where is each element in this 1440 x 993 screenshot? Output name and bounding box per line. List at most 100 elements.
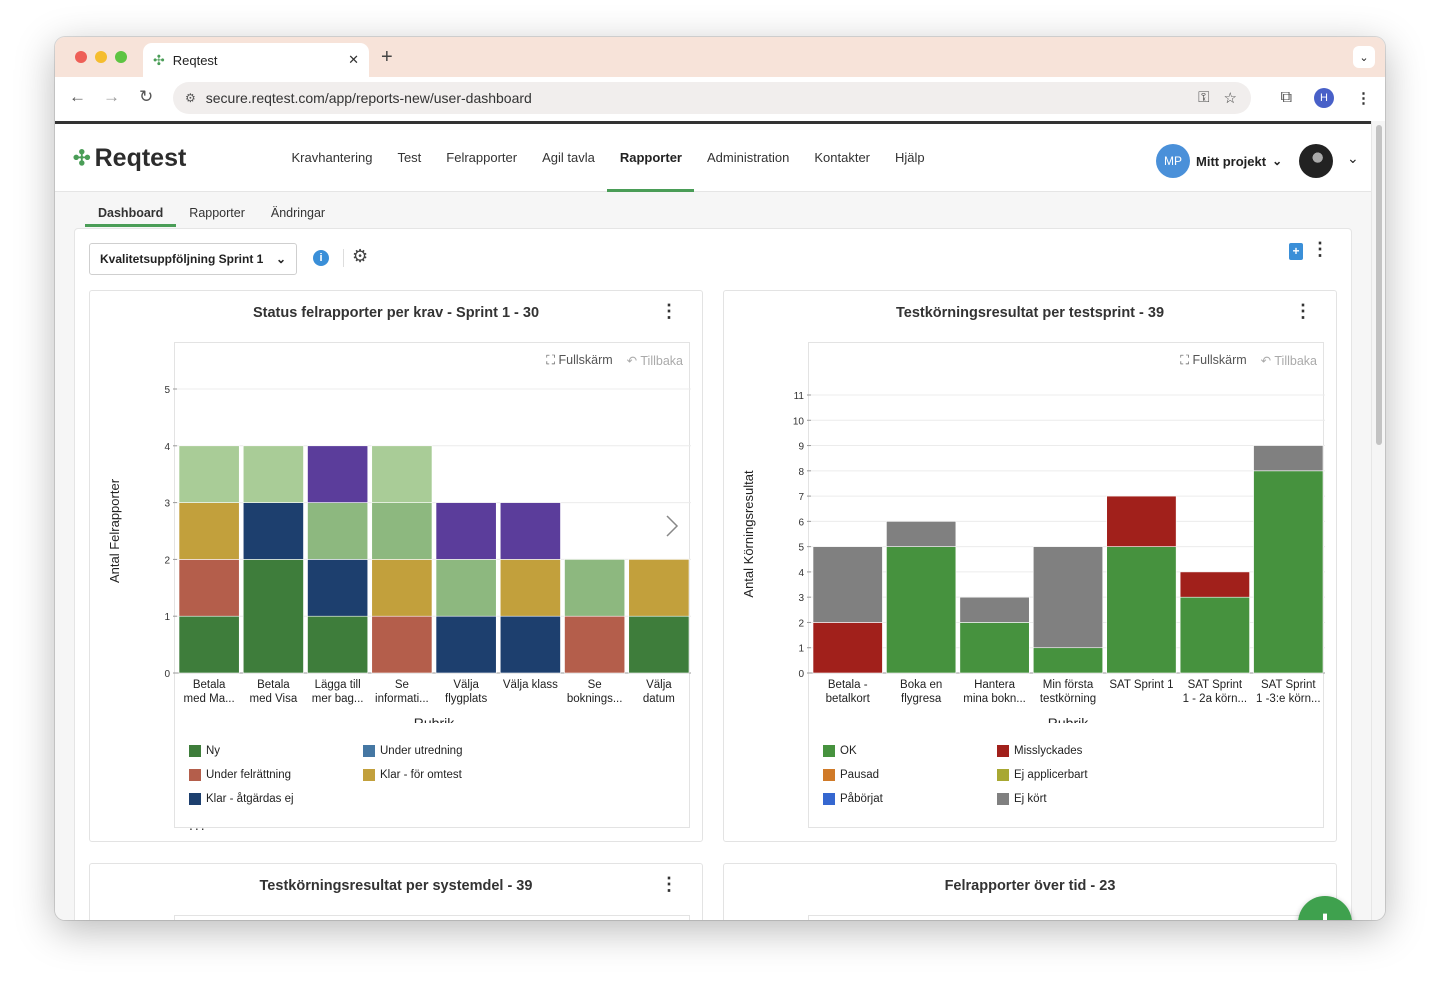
bar-segment[interactable] (959, 596, 1030, 623)
nav-kontakter[interactable]: Kontakter (814, 150, 871, 165)
gear-icon[interactable]: ⚙ (352, 246, 369, 266)
bar-segment[interactable] (242, 559, 304, 674)
nav-kravhantering[interactable]: Kravhantering (291, 150, 373, 165)
card-menu-icon[interactable]: ⋮ (660, 301, 678, 321)
back-button[interactable]: ↶ Tillbaka (626, 354, 683, 368)
bar-segment[interactable] (628, 615, 690, 674)
legend-item[interactable]: Pausad (823, 769, 997, 781)
browser-menu-icon[interactable]: ⋮ (1356, 90, 1371, 107)
back-arrow-icon[interactable]: ← (69, 87, 86, 106)
info-icon[interactable]: i (313, 250, 329, 266)
legend-item[interactable]: Under utredning (363, 745, 537, 757)
profile-avatar[interactable]: H (1314, 88, 1334, 108)
bar-segment[interactable] (1106, 546, 1177, 674)
bar-segment[interactable] (1032, 647, 1104, 674)
bar-segment[interactable] (371, 502, 433, 560)
bar-segment[interactable] (307, 615, 369, 674)
tab-andringar[interactable]: Ändringar (270, 206, 326, 220)
close-tab-icon[interactable]: ✕ (348, 52, 359, 67)
legend-item[interactable]: OK (823, 745, 997, 757)
tab-dashboard[interactable]: Dashboard (85, 196, 177, 227)
legend-more-icon[interactable]: ... (189, 817, 207, 833)
bar-segment[interactable] (812, 546, 883, 623)
bar-segment[interactable] (435, 559, 497, 617)
bar-segment[interactable] (178, 559, 240, 617)
scrollbar[interactable] (1371, 121, 1385, 920)
password-key-icon[interactable]: ⚿ (1198, 89, 1210, 106)
minimize-window-button[interactable] (95, 51, 107, 63)
bar-segment[interactable] (242, 445, 304, 503)
bar-segment[interactable] (178, 445, 240, 503)
legend-item[interactable]: Under felrättning (189, 769, 363, 781)
dashboard-select[interactable]: Kvalitetsuppföljning Sprint 1 ⌄ (89, 243, 297, 275)
bar-segment[interactable] (178, 615, 240, 674)
bar-segment[interactable] (307, 559, 369, 617)
bookmark-star-icon[interactable]: ☆ (1223, 90, 1237, 107)
forward-arrow-icon[interactable]: → (103, 87, 120, 106)
bar-segment[interactable] (1179, 596, 1250, 674)
nav-rapporter[interactable]: Rapporter (607, 124, 695, 192)
nav-agil-tavla[interactable]: Agil tavla (542, 150, 595, 165)
bar-segment[interactable] (812, 622, 883, 674)
y-tick-label: 3 (798, 593, 804, 604)
close-window-button[interactable] (75, 51, 87, 63)
nav-felrapporter[interactable]: Felrapporter (446, 150, 518, 165)
browser-tab[interactable]: ✣ Reqtest ✕ (143, 43, 369, 77)
address-bar[interactable]: ⚙ secure.reqtest.com/app/reports-new/use… (173, 82, 1251, 114)
maximize-window-button[interactable] (115, 51, 127, 63)
bar-segment[interactable] (959, 622, 1030, 674)
legend-item[interactable]: Misslyckades (997, 745, 1171, 757)
site-settings-icon[interactable]: ⚙ (185, 91, 196, 105)
extensions-icon[interactable]: ⧉ (1280, 89, 1292, 106)
legend-item[interactable]: Ej applicerbart (997, 769, 1171, 781)
bar-segment[interactable] (628, 559, 690, 617)
bar-segment[interactable] (435, 502, 497, 560)
bar-segment[interactable] (564, 615, 626, 674)
bar-segment[interactable] (435, 615, 497, 674)
legend-item[interactable]: Klar - för omtest (363, 769, 537, 781)
nav-administration[interactable]: Administration (706, 150, 790, 165)
card-menu-icon[interactable]: ⋮ (1294, 301, 1312, 321)
bar-segment[interactable] (1106, 495, 1177, 547)
bar-segment[interactable] (371, 615, 433, 674)
tab-rapporter[interactable]: Rapporter (189, 206, 245, 220)
back-button[interactable]: ↶ Tillbaka (1260, 354, 1317, 368)
nav-hjalp[interactable]: Hjälp (895, 150, 925, 165)
bar-segment[interactable] (499, 615, 561, 674)
bar-segment[interactable] (1253, 445, 1324, 472)
user-avatar[interactable] (1299, 144, 1333, 178)
bar-segment[interactable] (242, 502, 304, 560)
legend-item[interactable]: Påbörjat (823, 793, 997, 805)
bar-segment[interactable] (499, 502, 561, 560)
project-selector[interactable]: MP Mitt projekt ⌄ (1156, 144, 1282, 178)
bar-segment[interactable] (307, 445, 369, 503)
nav-test[interactable]: Test (397, 150, 422, 165)
bar-segment[interactable] (371, 445, 433, 503)
fullscreen-button[interactable]: ⛶ Fullskärm (546, 353, 613, 367)
dashboard-menu-icon[interactable]: ⋮ (1311, 239, 1329, 259)
legend-item[interactable]: Ny (189, 745, 363, 757)
tab-search-chevron-icon[interactable]: ⌄ (1353, 46, 1375, 68)
reload-icon[interactable]: ↻ (139, 87, 154, 106)
next-page-arrow-icon[interactable] (666, 515, 679, 537)
add-report-icon[interactable]: + (1289, 243, 1303, 260)
reqtest-logo[interactable]: ✣ Reqtest (73, 144, 186, 173)
new-tab-icon[interactable]: + (381, 46, 393, 68)
bar-segment[interactable] (499, 559, 561, 617)
bar-segment[interactable] (307, 502, 369, 560)
legend-item[interactable]: Klar - åtgärdas ej (189, 793, 363, 805)
y-axis-title: Antal Körningsresultat (741, 470, 756, 598)
card-menu-icon[interactable]: ⋮ (660, 874, 678, 894)
fullscreen-button[interactable]: ⛶ Fullskärm (1180, 353, 1247, 367)
bar-segment[interactable] (371, 559, 433, 617)
bar-segment[interactable] (1179, 571, 1250, 598)
bar-segment[interactable] (564, 559, 626, 617)
user-menu-chevron-icon[interactable]: ⌄ (1347, 150, 1359, 166)
bar-segment[interactable] (1032, 546, 1104, 649)
scrollbar-thumb[interactable] (1376, 125, 1382, 445)
bar-segment[interactable] (178, 502, 240, 560)
legend-item[interactable]: Ej kört (997, 793, 1171, 805)
bar-segment[interactable] (886, 546, 957, 674)
bar-segment[interactable] (1253, 470, 1324, 674)
bar-segment[interactable] (886, 521, 957, 547)
